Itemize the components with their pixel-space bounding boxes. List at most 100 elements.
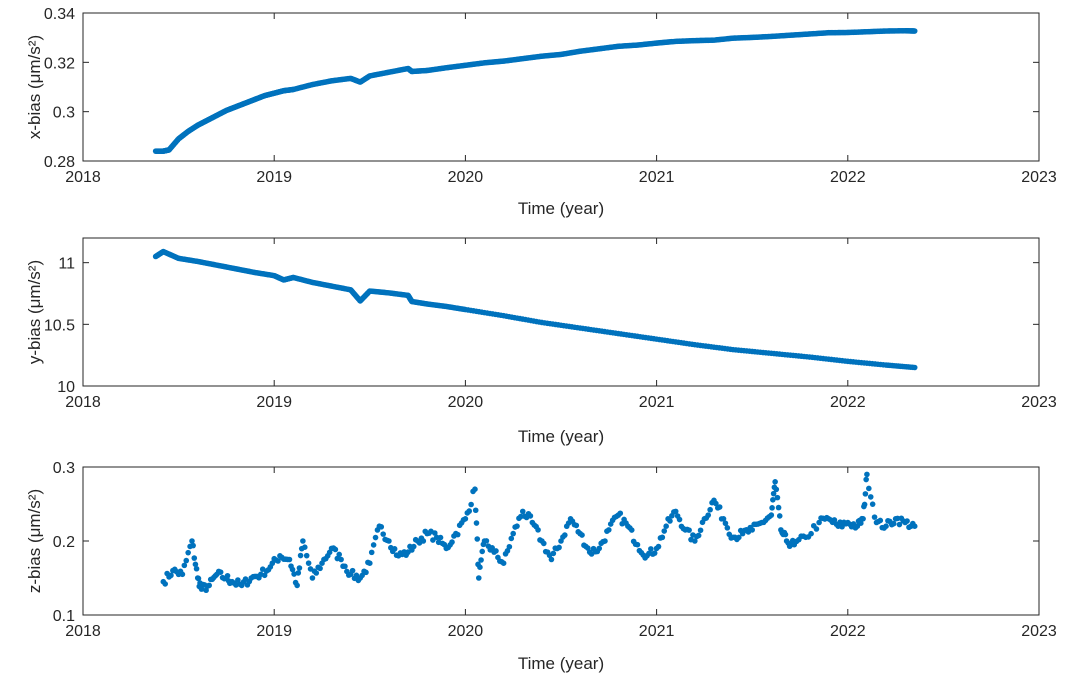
data-point bbox=[548, 556, 555, 563]
x-tick-label: 2023 bbox=[1021, 394, 1057, 411]
y-axis-name: x-bias bbox=[25, 94, 44, 139]
data-point-fill bbox=[602, 538, 608, 544]
y-tick-label: 0.1 bbox=[53, 608, 75, 625]
y-tick-label: 0.28 bbox=[44, 154, 75, 171]
x-tick-label: 2018 bbox=[65, 623, 101, 640]
data-point-fill bbox=[736, 534, 742, 541]
data-point-fill bbox=[479, 548, 486, 555]
y-tick-label: 11 bbox=[58, 256, 75, 273]
plot-area bbox=[82, 12, 1040, 162]
data-point bbox=[864, 471, 870, 478]
data-point-fill bbox=[305, 560, 312, 566]
data-point-fill bbox=[291, 571, 297, 577]
data-point-fill bbox=[336, 551, 343, 558]
data-point bbox=[911, 28, 918, 34]
data-point-fill bbox=[716, 504, 723, 510]
chart-marks: 2018 2019 2020 2021 2022 2023 10 10.5 11 bbox=[44, 238, 1057, 411]
x-tick-label: 2022 bbox=[830, 394, 866, 411]
data-point-fill bbox=[659, 534, 666, 541]
data-point bbox=[286, 556, 293, 563]
data-point-fill bbox=[296, 565, 303, 571]
data-point bbox=[519, 508, 526, 515]
data-point-fill bbox=[877, 517, 884, 524]
x-tick-label: 2020 bbox=[448, 623, 484, 640]
data-point-fill bbox=[185, 549, 191, 556]
data-point bbox=[462, 516, 469, 522]
data-point-fill bbox=[432, 530, 438, 536]
plot-area bbox=[82, 237, 1040, 387]
data-point-fill bbox=[713, 500, 719, 507]
data-point bbox=[472, 486, 478, 493]
data-point-fill bbox=[808, 530, 814, 537]
data-point-fill bbox=[332, 546, 339, 553]
data-point-fill bbox=[896, 521, 903, 528]
data-point-fill bbox=[904, 518, 910, 524]
data-point-fill bbox=[695, 532, 702, 539]
data-point-fill bbox=[203, 587, 209, 594]
data-point-fill bbox=[493, 548, 499, 554]
data-point bbox=[749, 527, 755, 533]
data-point bbox=[692, 538, 698, 544]
data-point-fill bbox=[867, 494, 874, 500]
data-point bbox=[500, 560, 507, 566]
data-point-fill bbox=[871, 514, 878, 520]
data-point-fill bbox=[378, 524, 385, 530]
chart-marks: 2018 2019 2020 2021 2022 2023 0.1 0.2 0.3 bbox=[53, 460, 1057, 640]
data-point-fill bbox=[368, 549, 375, 556]
data-point bbox=[606, 527, 612, 533]
data-point-fill bbox=[514, 523, 520, 529]
data-point-fill bbox=[297, 552, 304, 559]
data-point-fill bbox=[722, 520, 729, 527]
data-point-fill bbox=[858, 520, 864, 526]
data-point bbox=[768, 512, 775, 518]
data-point-fill bbox=[183, 557, 190, 564]
x-tick-label: 2021 bbox=[639, 169, 675, 186]
data-point-fill bbox=[535, 527, 541, 533]
data-point-fill bbox=[168, 572, 174, 579]
data-point-fill bbox=[301, 544, 308, 551]
data-point-fill bbox=[449, 539, 455, 545]
data-point-fill bbox=[676, 516, 683, 523]
data-point-fill bbox=[190, 542, 196, 549]
data-point-fill bbox=[472, 507, 479, 514]
data-point-fill bbox=[776, 513, 783, 519]
data-point-fill bbox=[697, 527, 704, 534]
x-tick-label: 2018 bbox=[65, 169, 101, 186]
x-axis-title: Time (year) bbox=[518, 427, 604, 446]
y-tick-label: 0.32 bbox=[44, 55, 75, 72]
x-tick-label: 2022 bbox=[830, 623, 866, 640]
data-point-fill bbox=[192, 561, 199, 568]
data-point-fill bbox=[839, 523, 845, 530]
data-point-fill bbox=[473, 520, 480, 526]
data-point-fill bbox=[655, 543, 662, 550]
data-point-fill bbox=[275, 558, 281, 564]
data-point-fill bbox=[506, 543, 513, 550]
data-point-fill bbox=[372, 534, 379, 541]
data-point bbox=[206, 582, 212, 589]
data-point-fill bbox=[617, 510, 624, 517]
data-point-fill bbox=[862, 491, 869, 497]
panel-z-bias: Time (year) z-bias (μm/s²) 2018 2019 2020 2… bbox=[25, 460, 1057, 673]
panel-x-bias: Time (year) x-bias (μm/s²) 2018 2019 2020 2… bbox=[25, 6, 1057, 218]
data-point bbox=[198, 586, 205, 592]
y-tick-label: 0.34 bbox=[44, 6, 75, 23]
data-point-fill bbox=[303, 552, 310, 559]
y-tick-label: 10.5 bbox=[44, 317, 75, 334]
data-point-fill bbox=[489, 545, 495, 551]
y-axis-name: y-bias bbox=[25, 319, 44, 364]
data-point-fill bbox=[774, 494, 781, 501]
x-axis-title: Time (year) bbox=[518, 199, 604, 218]
data-point-fill bbox=[869, 501, 876, 507]
data-point-fill bbox=[195, 575, 202, 582]
x-tick-label: 2020 bbox=[448, 394, 484, 411]
data-point-fill bbox=[707, 506, 713, 513]
data-point-fill bbox=[556, 544, 562, 551]
data-point-fill bbox=[770, 490, 777, 497]
x-tick-label: 2018 bbox=[65, 394, 101, 411]
data-point bbox=[338, 556, 344, 563]
data-point bbox=[720, 516, 727, 522]
data-point-fill bbox=[261, 572, 268, 579]
x-tick-label: 2020 bbox=[448, 169, 484, 186]
y-tick-label: 0.3 bbox=[53, 105, 75, 122]
data-point-fill bbox=[181, 562, 188, 569]
